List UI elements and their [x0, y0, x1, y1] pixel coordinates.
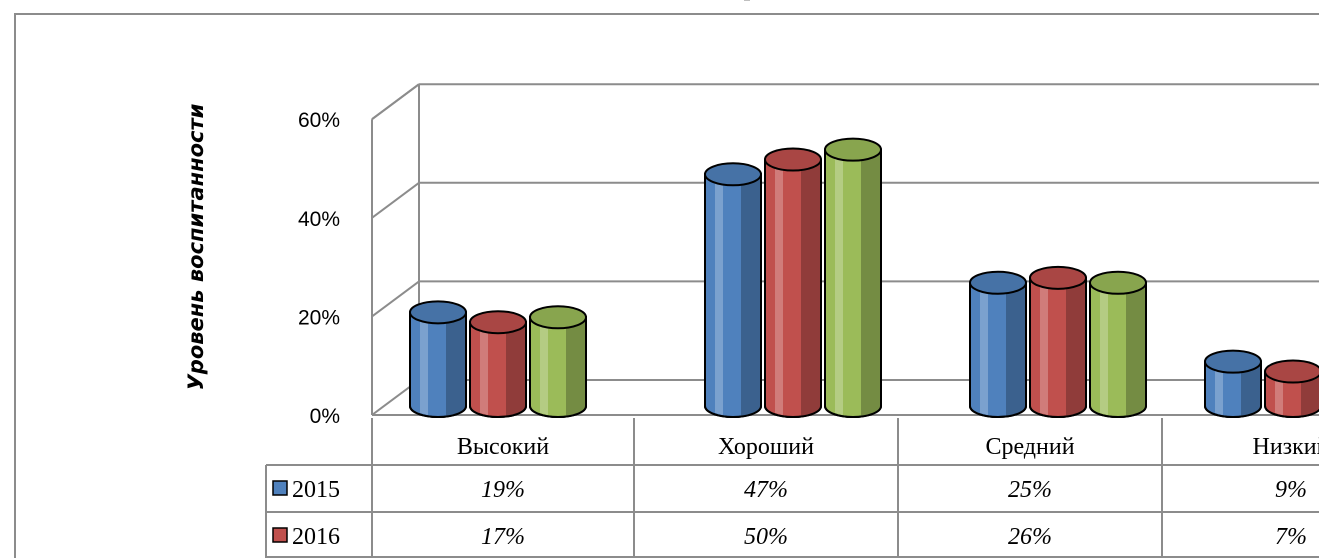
bar-shade — [506, 322, 526, 416]
bar-outline — [529, 316, 587, 418]
bars — [409, 137, 1319, 418]
category-label: Высокий — [457, 434, 549, 460]
bar — [824, 137, 882, 418]
bar-top — [469, 310, 527, 335]
bar-shade — [1066, 277, 1086, 416]
data-label: 17% — [481, 524, 525, 550]
bar-shade — [1126, 282, 1146, 416]
y-tick-label: 60% — [298, 109, 340, 132]
series-name: 2016 — [292, 524, 340, 550]
chart-border-line — [14, 13, 1319, 558]
bar-outline — [1029, 276, 1087, 418]
bar — [764, 147, 822, 418]
data-label: 19% — [481, 477, 525, 503]
bar-top — [1204, 349, 1262, 374]
bar-top — [529, 305, 587, 330]
data-label: 26% — [1008, 524, 1052, 550]
bar — [1204, 349, 1262, 418]
bar-outline — [1204, 360, 1262, 418]
bar-outline — [409, 311, 467, 418]
bar-highlight — [540, 317, 548, 415]
category-label: Хороший — [718, 434, 814, 460]
bar-shade — [1006, 282, 1026, 416]
bar — [409, 300, 467, 418]
bar — [529, 305, 587, 418]
bar-shade — [446, 312, 466, 416]
bar — [1089, 270, 1147, 418]
bar-highlight — [1100, 282, 1108, 415]
bar — [704, 162, 762, 418]
bar — [469, 310, 527, 418]
bar-highlight — [420, 312, 428, 415]
bar-top — [969, 270, 1027, 295]
data-label: 7% — [1275, 524, 1307, 550]
bar-outline — [969, 281, 1027, 418]
bar-outline — [1264, 370, 1319, 418]
gridline-diagonal — [371, 83, 420, 121]
chart-border — [14, 0, 1319, 558]
bar-shade — [861, 149, 881, 416]
data-label: 47% — [744, 477, 788, 503]
bar-outline — [704, 173, 762, 418]
bar-highlight — [1040, 277, 1048, 415]
bar-shade — [1301, 371, 1319, 416]
bar-top — [704, 162, 762, 187]
bar-outline — [469, 321, 527, 418]
gridline-diagonal — [371, 181, 420, 219]
legend-key — [272, 527, 288, 543]
bar — [1264, 359, 1319, 418]
bar — [1029, 265, 1087, 418]
bar-shade — [566, 317, 586, 416]
series-name: 2015 — [292, 477, 340, 503]
bar-top — [1029, 265, 1087, 290]
bar-outline — [764, 158, 822, 418]
y-axis-ticks: 0% 20% 40% 60% — [298, 109, 340, 428]
bar — [969, 270, 1027, 418]
bar-highlight — [715, 174, 723, 415]
y-tick-label: 0% — [310, 405, 340, 428]
data-label: 25% — [1008, 477, 1052, 503]
bar-outline — [824, 148, 882, 418]
category-label: Средний — [985, 434, 1074, 460]
bar-outline — [1089, 281, 1147, 418]
y-tick-label: 20% — [298, 306, 340, 329]
data-label: 9% — [1275, 477, 1307, 503]
legend-key — [272, 480, 288, 496]
bar-top — [409, 300, 467, 325]
bar-top — [764, 147, 822, 172]
y-axis-label-text: Уровень воспитанности — [184, 103, 208, 391]
category-label: Низкий — [1252, 434, 1319, 460]
bar-highlight — [480, 322, 488, 415]
bar-top — [824, 137, 882, 162]
bar-highlight — [980, 282, 988, 415]
y-tick-label: 40% — [298, 208, 340, 231]
bar-highlight — [1215, 361, 1223, 415]
bar-top — [1264, 359, 1319, 384]
bar-highlight — [775, 159, 783, 415]
bar-shade — [801, 159, 821, 416]
gridline-diagonal — [371, 280, 420, 318]
bar-highlight — [835, 149, 843, 415]
data-label: 50% — [744, 524, 788, 550]
data-table: Высокий Хороший Средний Низкий 2015 19% 47% 25%… — [265, 418, 1319, 558]
bar-shade — [741, 174, 761, 416]
bar-top — [1089, 270, 1147, 295]
bar-shade — [1241, 361, 1261, 416]
